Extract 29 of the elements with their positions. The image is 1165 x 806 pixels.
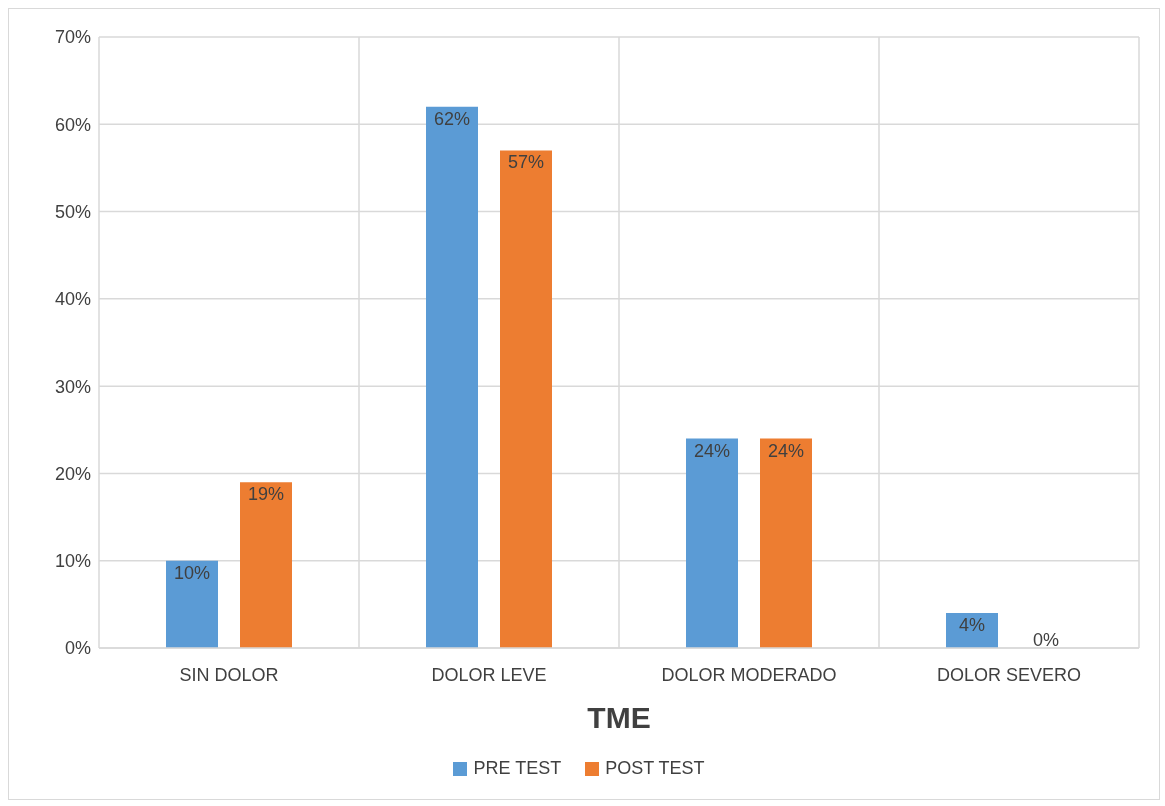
data-label: 10% (173, 562, 211, 583)
bar (500, 150, 552, 648)
data-label: 62% (433, 108, 471, 129)
y-tick-label: 70% (54, 27, 91, 48)
x-tick-label: DOLOR LEVE (431, 664, 547, 685)
legend-label: POST TEST (604, 758, 705, 779)
x-tick-label: SIN DOLOR (179, 664, 279, 685)
bar (760, 438, 812, 648)
bar (240, 482, 292, 648)
data-label: 24% (693, 440, 731, 461)
data-label: 24% (767, 440, 805, 461)
x-tick-label: DOLOR MODERADO (661, 664, 837, 685)
data-label: 4% (958, 615, 986, 636)
y-tick-label: 30% (54, 376, 91, 397)
y-tick-label: 50% (54, 201, 91, 222)
y-tick-label: 60% (54, 114, 91, 135)
bar (686, 438, 738, 648)
legend-label: PRE TEST (472, 758, 562, 779)
y-tick-label: 20% (54, 463, 91, 484)
y-tick-label: 0% (64, 638, 91, 659)
y-tick-label: 10% (54, 551, 91, 572)
bar (426, 106, 478, 648)
data-label: 57% (507, 152, 545, 173)
bar (166, 560, 218, 648)
y-tick-label: 40% (54, 289, 91, 310)
data-label: 0% (1032, 629, 1060, 650)
data-label: 19% (247, 484, 285, 505)
x-axis-title: TME (587, 701, 651, 734)
x-tick-label: DOLOR SEVERO (936, 664, 1082, 685)
